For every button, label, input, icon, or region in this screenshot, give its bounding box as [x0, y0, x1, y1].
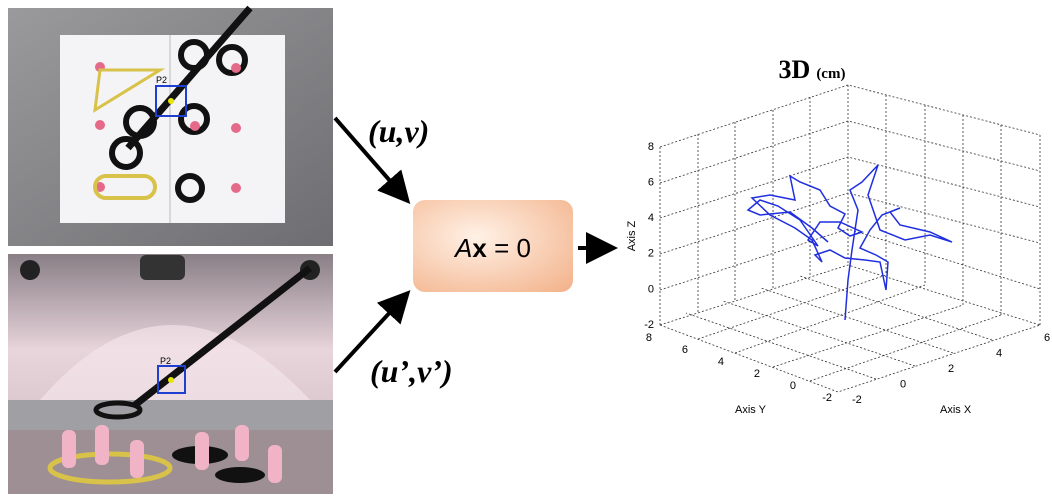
y-tick-label: 6: [682, 344, 688, 356]
grid: [660, 95, 1040, 381]
marker-label: P2: [156, 75, 167, 85]
y-tick-label: 4: [718, 356, 724, 368]
equation: Ax = 0: [453, 233, 531, 263]
z-tick-label: 4: [648, 212, 654, 224]
z-tick-label: 8: [648, 141, 654, 153]
x-tick-label: 6: [1044, 332, 1050, 344]
z-tick-label: 2: [648, 248, 654, 260]
bottom-photo: P2: [8, 254, 333, 494]
x-tick-label: 0: [900, 378, 906, 390]
x-tick-label: -2: [852, 394, 862, 406]
z-tick-label: 0: [648, 283, 654, 295]
top-photo: P2: [8, 8, 333, 246]
title-unit: (cm): [816, 66, 845, 82]
title-text: 3D: [779, 55, 811, 84]
equation-rest: = 0: [487, 233, 531, 263]
y-tick-label: 2: [754, 368, 760, 380]
plot-3d: 3D(cm) Axis Z Axis Y Axis X 86420-286420…: [626, 55, 1050, 416]
z-tick-label: 6: [648, 177, 654, 189]
y-tick-label: 0: [790, 380, 796, 392]
input-label: (u’,v’): [370, 353, 453, 389]
equation-matrix: A: [453, 233, 472, 263]
x-tick-label: 4: [996, 347, 1002, 359]
z-tick-label: -2: [644, 319, 654, 331]
plot-title: 3D (cm): [779, 55, 846, 84]
marker-label: P2: [160, 356, 171, 366]
axis-label: Axis X: [940, 404, 972, 416]
input-label: (u,v): [368, 113, 429, 149]
axis-label: Axis Y: [735, 404, 767, 416]
figure: P2 P2 (u,v) (u’,v’) Ax = 0 3D (cm) Axis Z…: [0, 0, 1052, 497]
equation-vector: x: [472, 233, 487, 263]
grid: [660, 85, 1040, 392]
x-tick-label: 2: [948, 363, 954, 375]
axis-label: Axis Z: [626, 220, 638, 251]
trajectory: [748, 165, 952, 320]
y-tick-label: -2: [822, 392, 832, 404]
y-tick-label: 8: [646, 332, 652, 344]
